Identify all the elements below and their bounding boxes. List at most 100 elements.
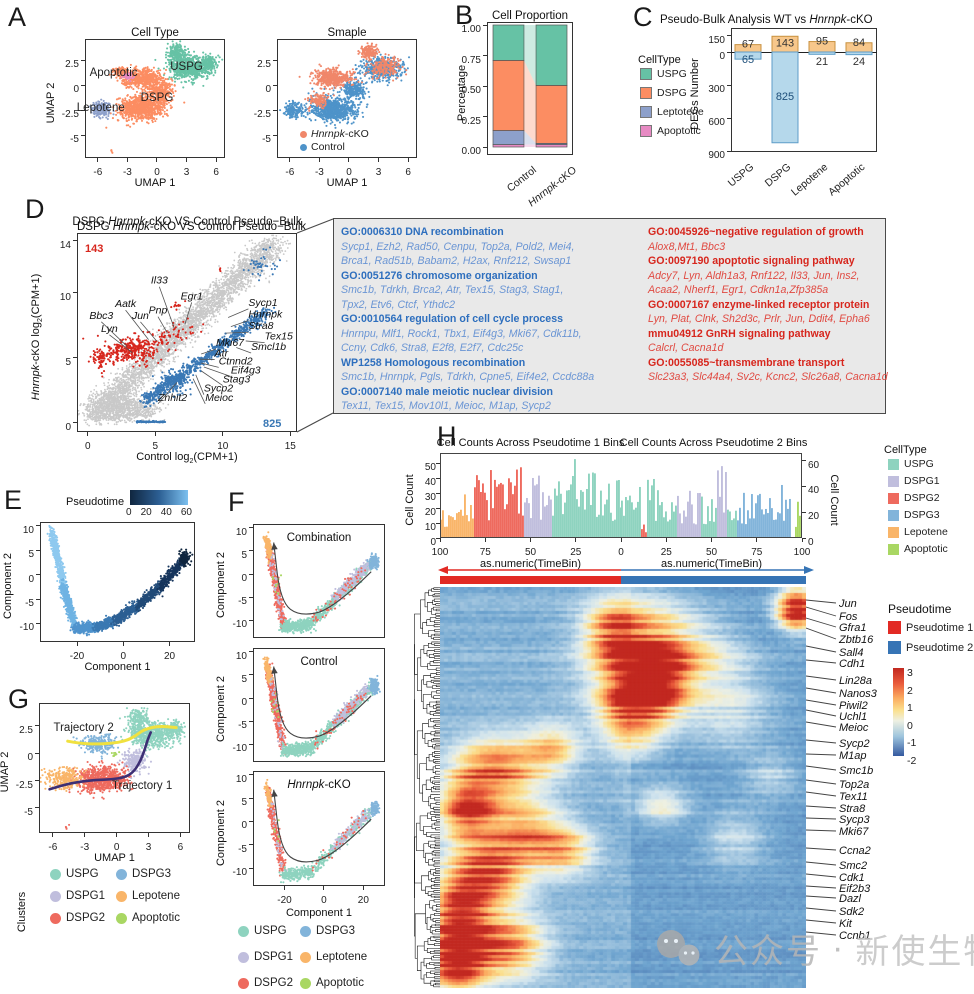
go-column-downregulated-genes: Smc1b, Hnrnpk, Pgls, Tdrkh, Cpne5, Eif4e… [341,371,595,383]
gene-leader-line [806,791,837,797]
trajectory-pseudotime-x-tick [122,642,124,646]
pseudotime-legend-title: Pseudotime [888,602,952,616]
heatmap-gene-label-kit: Kit [839,918,853,930]
gene-leader-line [806,907,837,912]
volcano-scatter-x-tick-label: 0 [85,441,91,452]
umap-celltype-points-canvas [85,39,225,158]
trajectory-hnrnpk-cko-y-tick [249,820,253,822]
umap-celltype-y-tick-label: 0 [73,84,79,95]
pseudotime-legend-row: Pseudotime 2 [888,641,973,654]
hist-y-tick-left [436,492,440,494]
umap-celltype-annotation-1: USPG [170,61,203,73]
volcano-scatter-x-tick [222,432,224,436]
trajectory-control-y-tick-label: 5 [241,673,247,685]
go-column-downregulated-term: GO:0051276 chromosome organization [341,269,538,282]
trajectory-control-y-tick-label: -5 [238,720,247,732]
celltype-legend-row: DSPG2 [888,492,940,504]
trajectory-combination-y-tick-label: -5 [238,596,247,608]
trajectory-combination-y-tick [249,573,253,575]
trajectory-pseudotime-y-tick-label: 0 [28,573,34,585]
heatmap-gene-label-cdk1: Cdk1 [839,872,865,884]
panel-label-f: F [228,487,245,517]
trajectory-combination-y-tick [249,619,253,621]
go-column-downregulated-genes: Tex11, Tex15, Mov10l1, Meioc, M1ap, Sycp… [341,400,551,412]
hist-x-tick-label: 25 [570,547,582,558]
volcano-scatter-x-label: Control log2(CPM+1) [136,451,238,466]
umap-sample-x-tick [348,158,350,162]
umap-trajectories-y-tick [35,752,39,754]
legend-dot [300,925,311,937]
hist-x-label-2: as.numeric(TimeBin) [660,558,763,570]
trajectory-pseudotime-points-canvas [40,522,195,642]
heatmap-gene-label-sycp3: Sycp3 [839,814,870,826]
umap-sample-legend-row: Control [300,141,345,153]
hist-y-tick-left-label: 50 [424,462,436,474]
gene-leader-line [806,599,837,604]
trajectory-hnrnpk-cko-x-tick [362,886,364,890]
umap-trajectories-y-tick-label: -5 [24,806,33,818]
hist-x-tick-label: 50 [524,547,537,558]
volcano-scatter-x-tick [154,432,156,436]
trajectory-control-y-tick [249,651,253,653]
gene-leader-line [806,931,837,936]
umap-trajectories-y-tick-label: 0 [27,752,33,764]
clusters-legend-row: DSPG1 [50,890,105,902]
umap-trajectories-y-tick [35,780,39,782]
clusters-legend-row: DSPG3 [116,868,171,880]
gene-leader-line [806,873,837,878]
pseudobulk-y-tick-label: 300 [708,84,725,95]
trajectory-hnrnpk-cko-plot-frame [253,771,385,886]
hist-frame [440,453,802,538]
trajectory-control-y-tick [249,743,253,745]
hist-x-tick [801,538,803,542]
pseudobulk-frame [731,28,877,152]
umap-sample-x-tick-label: -3 [314,167,324,178]
volcano-scatter-x-tick [87,432,89,436]
umap-trajectories-x-tick [148,833,150,837]
gene-dendrogram-canvas [414,587,440,988]
trajectory-control-y-tick-label: 10 [235,650,247,662]
umap-trajectories-x-tick-label: 0 [113,842,120,853]
volcano-scatter-y-tick [73,357,77,359]
cell-proportion-frame [487,22,573,155]
hist-y-tick-left [436,507,440,509]
hist-x-tick [756,538,758,542]
watermark-name: 新使生物 [855,933,974,971]
trajectory-hnrnpk-cko-y-tick [249,844,253,846]
umap-celltype-y-tick-label: 2.5 [65,59,79,70]
trajectory-pseudotime-y-tick [36,622,40,624]
volcano-down-count: 825 [263,418,282,430]
heatmap-gene-label-top2a: Top2a [839,779,869,791]
umap-celltype-annotation-2: DSPG [140,92,174,104]
trajectory-control-plot-frame [253,648,385,762]
umap-celltype-plot-frame [85,39,225,158]
trajectory-hnrnpk-cko-y-tick [249,867,253,869]
trajectory-2-label: Trajectory 2 [53,721,114,734]
volcano-scatter-x-tick-label: 15 [284,441,296,452]
gene-leader-line [806,659,837,664]
heatmap-gene-label-gfra1: Gfra1 [839,622,867,634]
gene-leader-line [806,645,837,653]
go-column-upregulated-genes: Adcy7, Lyn, Aldh1a3, Rnf122, Il33, Jun, … [648,269,860,282]
legend-swatch [640,125,652,137]
gene-leader-line [806,753,837,756]
trajectory-control-y-tick [249,674,253,676]
panel-label-e: E [4,485,23,515]
umap-celltype-x-tick-label: 3 [183,167,190,178]
umap-celltype-x-tick [97,158,99,162]
heatmap-gene-label-stra8: Stra8 [839,803,866,815]
cell-proportion-y-tick [483,146,487,148]
umap-sample-title: Smaple [327,27,367,39]
heatmap-colorbar-tick-label: -1 [907,737,917,750]
umap-celltype-y-tick-label: -2.5 [61,109,79,120]
volcano-scatter-y-tick-label: 10 [59,291,71,303]
cell-proportion-y-tick-label: 0.75 [461,54,481,66]
legend-swatch [888,621,901,634]
hist-x-tick-label: 75 [751,547,763,558]
gene-leader-line [806,895,837,899]
umap-trajectories-x-tick [116,833,118,837]
celltype-legend-row: Lepotene [888,526,948,538]
heatmap-gene-label-smc1b: Smc1b [839,765,873,777]
trajectory-control-y-tick [249,697,253,699]
cell-proportion-y-tick-label: 0.25 [461,115,481,127]
